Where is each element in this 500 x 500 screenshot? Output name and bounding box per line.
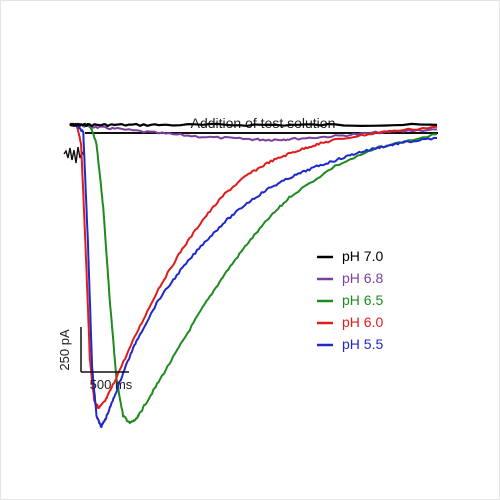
trace-ph-6-5 [69, 122, 438, 424]
legend-label: pH 7.0 [342, 248, 383, 264]
traces [69, 122, 438, 429]
legend-label: pH 5.5 [342, 336, 383, 352]
addition-label: Addition of test solution [191, 115, 336, 131]
legend-label: pH 6.8 [342, 270, 383, 286]
legend-label: pH 6.5 [342, 292, 383, 308]
x-scale-label: 500 ms [90, 377, 133, 392]
trace-ph-6-0 [69, 122, 438, 410]
trace-ph-7-0 [69, 122, 438, 128]
legend-label: pH 6.0 [342, 314, 383, 330]
legend: pH 7.0 pH 6.8 pH 6.5 pH 6.0 pH 5.5 [317, 248, 383, 352]
trace-ph-5-5 [69, 122, 438, 429]
y-scale-label: 250 pA [57, 329, 72, 371]
